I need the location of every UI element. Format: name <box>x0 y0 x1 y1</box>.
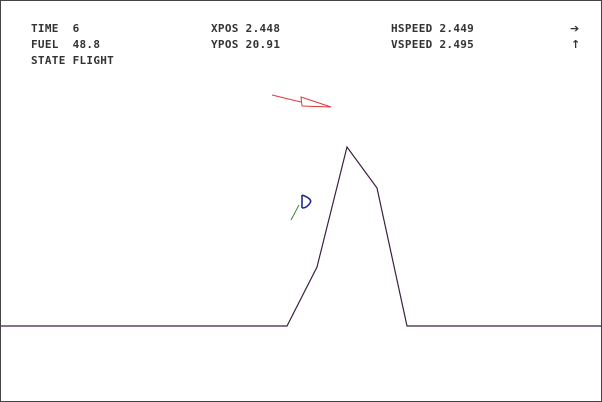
thrust-flame-icon <box>290 204 300 221</box>
fuel-label: FUEL <box>31 38 59 51</box>
ypos-value: 20.91 <box>245 38 281 51</box>
hspeed-value: 2.449 <box>439 22 475 35</box>
time-value: 6 <box>72 22 80 35</box>
hud-ypos-row: YPOS 20.91 <box>211 37 280 53</box>
vspeed-arrow-icon: ↑ <box>571 38 581 51</box>
fuel-value: 48.8 <box>72 38 101 51</box>
xpos-label: XPOS <box>211 22 239 35</box>
vspeed-label: VSPEED <box>391 38 433 51</box>
hud-xpos-row: XPOS 2.448 <box>211 21 280 37</box>
hud-time-row: TIME 6 <box>31 21 80 37</box>
direction-pointer-icon <box>271 94 332 108</box>
hud-state-row: STATE FLIGHT <box>31 53 114 69</box>
hud-fuel-row: FUEL 48.8 <box>31 37 100 53</box>
state-label: STATE <box>31 54 66 67</box>
lander-icon <box>301 194 312 209</box>
hud-vspeed-row: VSPEED 2.495 <box>391 37 474 53</box>
ypos-label: YPOS <box>211 38 239 51</box>
hspeed-arrow-icon: ➔ <box>570 22 580 35</box>
hud-hspeed-row: HSPEED 2.449 <box>391 21 474 37</box>
terrain-line <box>1 145 601 327</box>
hspeed-label: HSPEED <box>391 22 433 35</box>
time-label: TIME <box>31 22 59 35</box>
vspeed-value: 2.495 <box>439 38 475 51</box>
state-value: FLIGHT <box>72 54 115 67</box>
xpos-value: 2.448 <box>245 22 281 35</box>
